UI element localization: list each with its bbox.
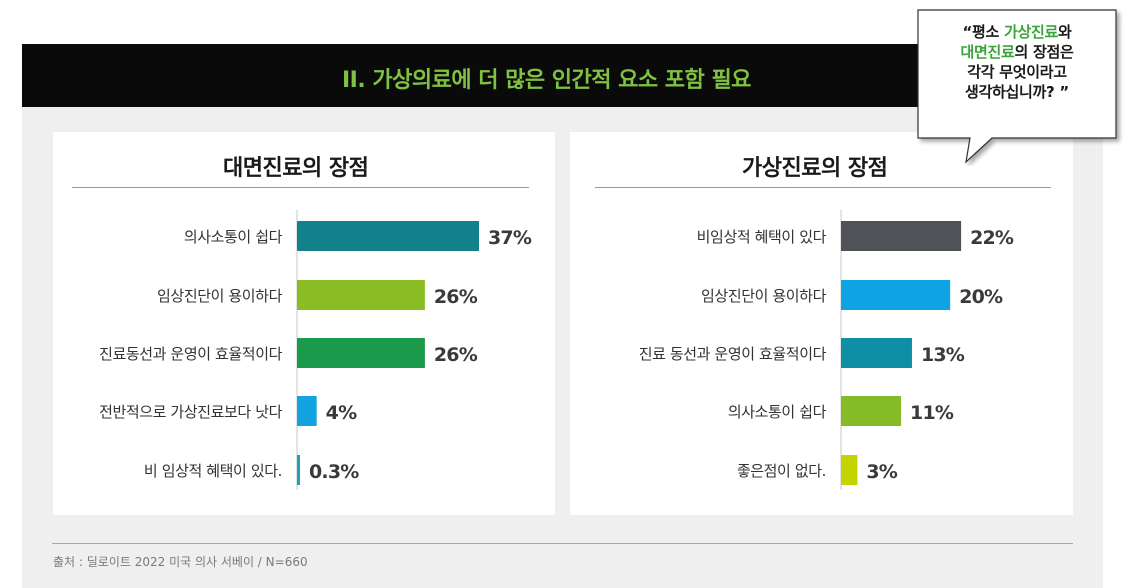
value-label-left-0: 37% (488, 227, 532, 249)
category-label-right-4: 좋은점이 없다. (737, 462, 826, 480)
value-label-left-3: 4% (326, 402, 357, 424)
callout-highlight-inperson: 대면진료 (960, 43, 1015, 61)
value-label-right-3: 11% (910, 402, 954, 424)
bar-left-2 (297, 338, 425, 368)
chart-divider-left (72, 187, 529, 188)
chart-title-left: 대면진료의 장점 (223, 156, 369, 181)
callout-line4: 생각하십니까? ” (965, 83, 1069, 101)
page-title: II. 가상의료에 더 많은 인간적 요소 포함 필요 (342, 68, 751, 93)
bar-chart-left: 의사소통이 쉽다 37% 임상진단이 용이하다 26% 진료동선과 운영이 효율적이다 2… (99, 210, 533, 490)
footer-divider (52, 543, 1073, 544)
bar-right-4 (841, 455, 858, 485)
bar-right-1 (841, 280, 951, 310)
chart-card-right (570, 132, 1073, 515)
bar-right-0 (841, 221, 962, 251)
category-label-left-1: 임상진단이 용이하다 (157, 287, 283, 305)
bar-right-2 (841, 338, 912, 368)
callout-question: “평소 가상진료와 대면진료의 장점은 각각 무엇이라고 생각하십니까? ” (920, 22, 1114, 102)
source-note: 출처 : 딜로이트 2022 미국 의사 서베이 / N=660 (53, 555, 308, 569)
bar-left-3 (297, 396, 317, 426)
value-label-left-2: 26% (434, 344, 478, 366)
value-label-right-2: 13% (921, 344, 965, 366)
category-label-left-3: 전반적으로 가상진료보다 낫다 (99, 403, 283, 421)
callout-line3: 각각 무엇이라고 (967, 63, 1067, 81)
category-label-right-3: 의사소통이 쉽다 (728, 403, 827, 421)
category-label-right-1: 임상진단이 용이하다 (701, 287, 827, 305)
category-label-left-0: 의사소통이 쉽다 (184, 228, 283, 246)
value-label-right-0: 22% (970, 227, 1014, 249)
value-label-left-4: 0.3% (309, 461, 359, 483)
callout-line1-rest: 와 (1057, 23, 1072, 41)
category-label-right-0: 비임상적 혜택이 있다 (697, 228, 827, 246)
category-label-left-2: 진료동선과 운영이 효율적이다 (99, 345, 283, 363)
callout-highlight-virtual: 가상진료 (1003, 23, 1058, 41)
bar-left-0 (297, 221, 479, 251)
category-label-left-4: 비 임상적 혜택이 있다. (144, 462, 282, 480)
bar-right-3 (841, 396, 902, 426)
bar-left-4 (297, 455, 300, 485)
callout-quote-open: “평소 (962, 23, 1004, 41)
chart-title-right: 가상진료의 장점 (742, 156, 888, 181)
value-label-right-4: 3% (866, 461, 897, 483)
bar-chart-right: 비임상적 혜택이 있다 22% 임상진단이 용이하다 20% 진료 동선과 운영이 효율… (639, 210, 1015, 490)
chart-divider-right (595, 187, 1051, 188)
chart-card-left (53, 132, 555, 515)
bar-left-1 (297, 280, 425, 310)
callout-line2-rest: 의 장점은 (1014, 43, 1074, 61)
category-label-right-2: 진료 동선과 운영이 효율적이다 (639, 345, 827, 363)
value-label-left-1: 26% (434, 286, 478, 308)
value-label-right-1: 20% (959, 286, 1003, 308)
speech-bubble (917, 9, 1117, 164)
